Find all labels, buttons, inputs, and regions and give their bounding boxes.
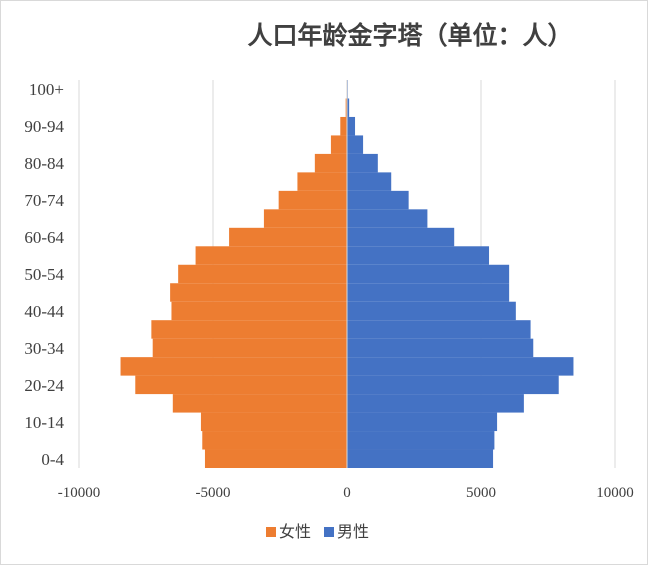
bar-female-65-69 — [263, 209, 347, 228]
bar-female-10-14 — [200, 412, 347, 432]
y-tick-label: 80-84 — [24, 154, 64, 173]
bar-male-75-79 — [347, 172, 392, 191]
y-tick-label: 100+ — [29, 80, 64, 99]
bar-male-70-74 — [347, 190, 409, 210]
bar-male-90-94 — [347, 116, 356, 136]
bar-male-25-29 — [347, 357, 574, 376]
bar-male-80-84 — [347, 153, 378, 173]
legend-swatch-1 — [324, 527, 334, 537]
bar-female-95-99 — [345, 98, 347, 117]
bar-female-45-49 — [170, 283, 347, 302]
legend-swatch-0 — [266, 527, 276, 537]
y-tick-label: 90-94 — [24, 117, 64, 136]
y-tick-label: 10-14 — [24, 413, 64, 432]
y-tick-label: 0-4 — [41, 450, 64, 469]
bar-male-95-99 — [347, 98, 350, 117]
bar-female-30-34 — [152, 338, 347, 358]
bar-female-85-89 — [330, 135, 347, 154]
bars — [120, 80, 574, 468]
bar-male-45-49 — [347, 283, 510, 302]
x-tick-label: -5000 — [196, 485, 231, 501]
y-tick-label: 50-54 — [24, 265, 64, 284]
legend-label-1: 男性 — [337, 522, 369, 541]
bar-male-15-19 — [347, 394, 524, 413]
x-axis-tick-labels: -10000 -5000 0 5000 10000 — [58, 485, 634, 501]
x-tick-label: -10000 — [58, 485, 101, 501]
x-tick-label: 0 — [343, 485, 351, 501]
bar-female-0-4 — [204, 449, 347, 468]
y-tick-label: 20-24 — [24, 376, 64, 395]
y-axis-tick-labels: 0-4 10-14 20-24 30-34 40-44 50-54 60-64 70-74 80… — [24, 80, 64, 469]
bar-female-50-54 — [178, 264, 347, 284]
x-tick-label: 5000 — [466, 485, 496, 501]
bar-male-40-44 — [347, 301, 516, 321]
legend: 女性 男性 — [266, 522, 369, 541]
bar-male-20-24 — [347, 375, 559, 395]
bar-female-55-59 — [195, 246, 347, 265]
bar-female-75-79 — [297, 172, 347, 191]
bar-male-35-39 — [347, 320, 531, 339]
bar-female-90-94 — [340, 116, 347, 136]
bar-female-35-39 — [151, 320, 347, 339]
bar-female-60-64 — [229, 227, 347, 247]
bar-male-5-9 — [347, 431, 495, 450]
bar-male-60-64 — [347, 227, 455, 247]
bar-female-40-44 — [171, 301, 347, 321]
bar-female-80-84 — [314, 153, 347, 173]
bar-male-30-34 — [347, 338, 534, 358]
bar-female-20-24 — [135, 375, 347, 395]
y-tick-label: 40-44 — [24, 302, 64, 321]
y-tick-label: 60-64 — [24, 228, 64, 247]
bar-male-85-89 — [347, 135, 364, 154]
legend-label-0: 女性 — [279, 522, 311, 541]
bar-male-10-14 — [347, 412, 498, 432]
y-tick-label: 70-74 — [24, 191, 64, 210]
bar-female-25-29 — [120, 357, 347, 376]
bar-male-65-69 — [347, 209, 428, 228]
y-tick-label: 30-34 — [24, 339, 64, 358]
bar-female-70-74 — [278, 190, 347, 210]
x-tick-label: 10000 — [596, 485, 634, 501]
chart-title: 人口年龄金字塔（单位：人） — [247, 21, 572, 50]
bar-male-0-4 — [347, 449, 494, 468]
bar-male-55-59 — [347, 246, 490, 265]
bar-female-15-19 — [172, 394, 347, 413]
bar-male-50-54 — [347, 264, 510, 284]
bar-female-5-9 — [202, 431, 347, 450]
